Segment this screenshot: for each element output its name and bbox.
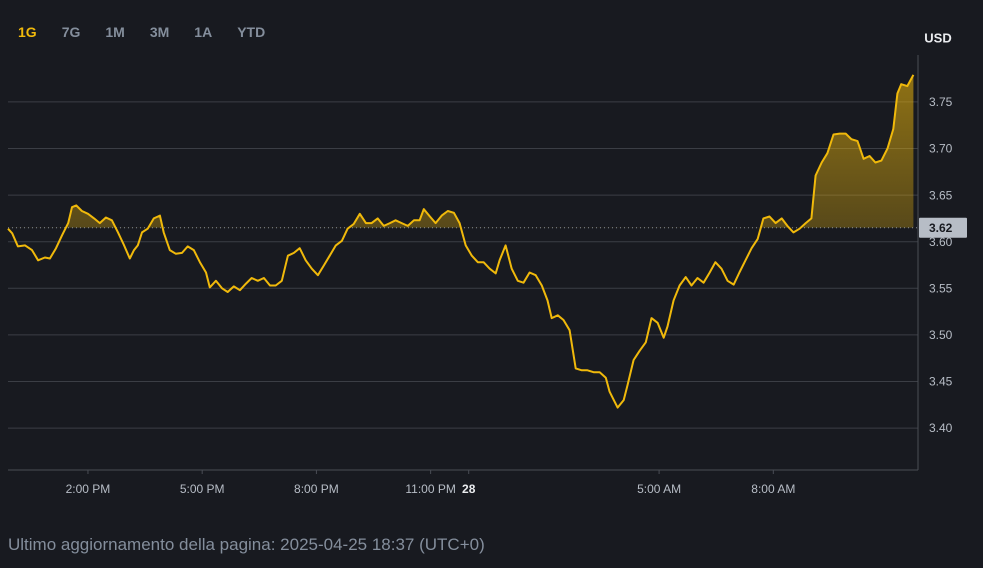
x-tick-label: 8:00 PM — [294, 482, 339, 496]
range-tab[interactable]: 1A — [194, 24, 213, 40]
y-tick-label: 3.65 — [929, 188, 953, 202]
x-tick-label: 28 — [462, 482, 476, 496]
x-tick-label: 8:00 AM — [751, 482, 795, 496]
range-tab[interactable]: 3M — [149, 24, 170, 40]
range-tab[interactable]: 7G — [61, 24, 81, 40]
y-tick-label: 3.45 — [929, 375, 953, 389]
price-badge-label: 3.62 — [929, 221, 953, 235]
range-tab[interactable]: 1G — [18, 24, 37, 40]
x-tick-label: 5:00 AM — [637, 482, 681, 496]
y-tick-label: 3.60 — [929, 235, 953, 249]
y-tick-label: 3.50 — [929, 328, 953, 342]
x-tick-label: 2:00 PM — [66, 482, 111, 496]
y-tick-label: 3.75 — [929, 95, 953, 109]
y-tick-label: 3.70 — [929, 142, 953, 156]
unit-label: USD — [924, 30, 951, 45]
x-tick-label: 11:00 PM — [405, 482, 455, 496]
range-tab[interactable]: 1M — [105, 24, 125, 40]
y-tick-label: 3.40 — [929, 421, 953, 435]
range-tab[interactable]: YTD — [237, 24, 266, 40]
area-fill — [8, 74, 914, 228]
footer: Ultimo aggiornamento della pagina: 2025-… — [8, 535, 485, 554]
y-tick-label: 3.55 — [929, 281, 953, 295]
chart: USD 3.40 3.45 3.50 3.55 3.60 3.65 3.70 3.75 2:00… — [7, 30, 967, 496]
range-tabs: 1G 7G 1M 3M 1A YTD — [10, 22, 282, 42]
price-line — [7, 74, 915, 409]
x-tick-label: 5:00 PM — [180, 482, 225, 496]
price-badge — [919, 217, 967, 238]
